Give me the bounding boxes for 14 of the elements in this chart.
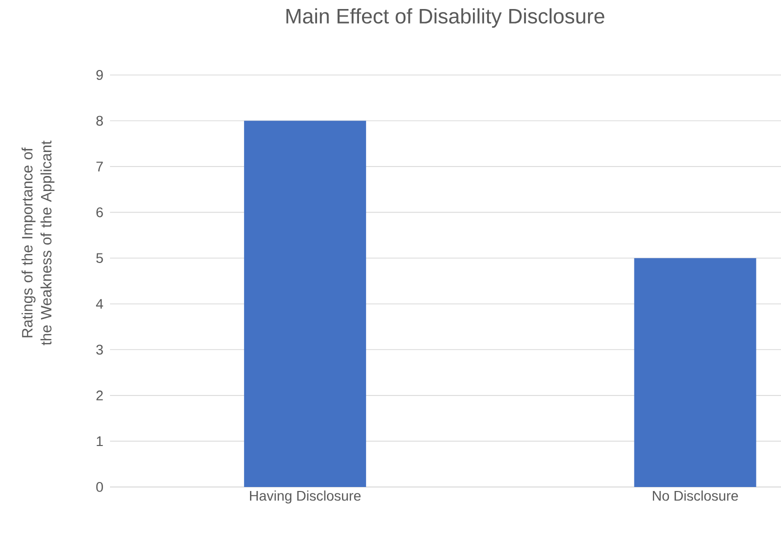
y-tick-label: 7 <box>96 162 103 172</box>
y-tick-label: 3 <box>96 344 103 355</box>
y-tick-label: 4 <box>96 299 104 309</box>
y-tick-label: 9 <box>96 70 103 80</box>
y-tick-label: 2 <box>96 390 103 400</box>
y-axis-title: Ratings of the Importance of the Weakness of the Applicant <box>22 140 54 346</box>
x-tick-label: Having Disclosure <box>250 490 361 504</box>
y-tick-label: 6 <box>96 207 103 218</box>
y-tick-label: 8 <box>96 116 103 126</box>
chart-title: Main Effect of Disability Disclosure <box>286 8 604 28</box>
y-tick-label: 1 <box>96 436 103 446</box>
y-tick-label: 5 <box>96 253 103 263</box>
y-tick-label: 0 <box>96 482 103 492</box>
x-tick-label: No Disclosure <box>652 490 738 501</box>
